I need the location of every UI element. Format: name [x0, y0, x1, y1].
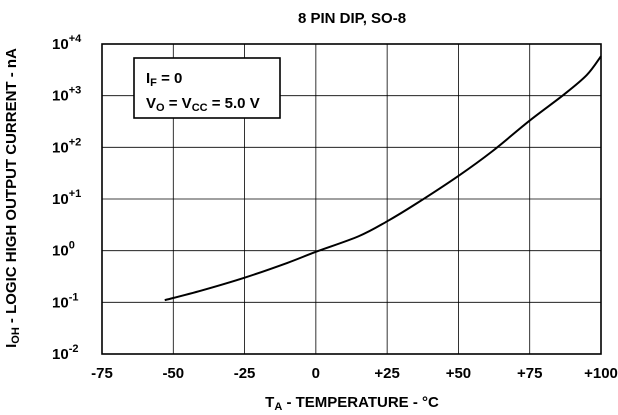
y-axis-label: IOH - LOGIC HIGH OUTPUT CURRENT - nA	[3, 48, 22, 348]
chart-title: 8 PIN DIP, SO-8	[298, 10, 406, 27]
x-tick-label: +50	[446, 365, 471, 382]
x-tick-label: -50	[162, 365, 184, 382]
x-tick-label: +100	[584, 365, 618, 382]
x-tick-labels: -75 -50 -25 0 +25 +50 +75 +100	[91, 365, 618, 382]
annotation-box: IF = 0 VO = VCC = 5.0 V	[134, 58, 280, 118]
x-tick-label: -25	[234, 365, 256, 382]
y-tick-label: 10-2	[52, 343, 78, 363]
x-tick-label: +25	[374, 365, 399, 382]
y-tick-labels: 10+4 10+3 10+2 10+1 100 10-1 10-2	[52, 33, 82, 363]
y-tick-label: 10+2	[52, 136, 81, 156]
x-tick-label: 0	[312, 365, 320, 382]
x-tick-label: +75	[517, 365, 542, 382]
y-tick-label: 10+3	[52, 85, 81, 105]
y-tick-label: 10+4	[52, 33, 82, 53]
x-tick-label: -75	[91, 365, 113, 382]
x-axis-label: TA - TEMPERATURE - °C	[265, 394, 439, 413]
y-tick-label: 10-1	[52, 291, 78, 311]
y-tick-label: 10+1	[52, 188, 81, 208]
y-tick-label: 100	[52, 240, 75, 260]
